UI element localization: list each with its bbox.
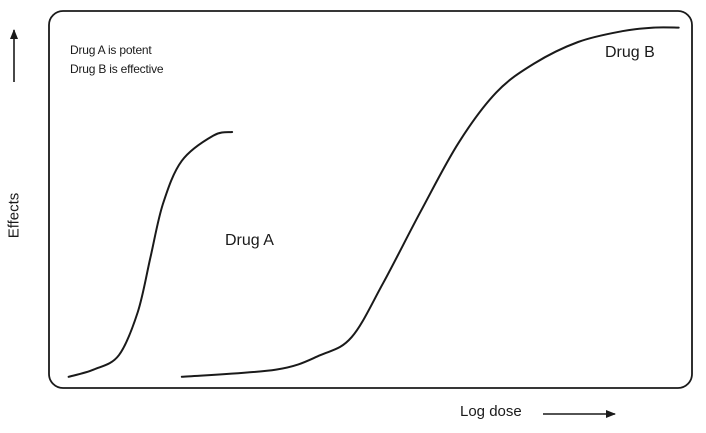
x-axis-label: Log dose — [460, 403, 522, 420]
y-axis-label: Effects — [5, 192, 23, 238]
plot-frame — [48, 10, 693, 389]
series-label-drug-a: Drug A — [225, 232, 274, 249]
series-layer — [67, 26, 680, 378]
series-line-drug-a — [67, 131, 234, 378]
series-label-drug-b: Drug B — [605, 44, 655, 61]
annotation-effective: Drug B is effective — [70, 62, 164, 76]
annotation-potent: Drug A is potent — [70, 43, 152, 57]
series-line-drug-b — [180, 26, 680, 378]
